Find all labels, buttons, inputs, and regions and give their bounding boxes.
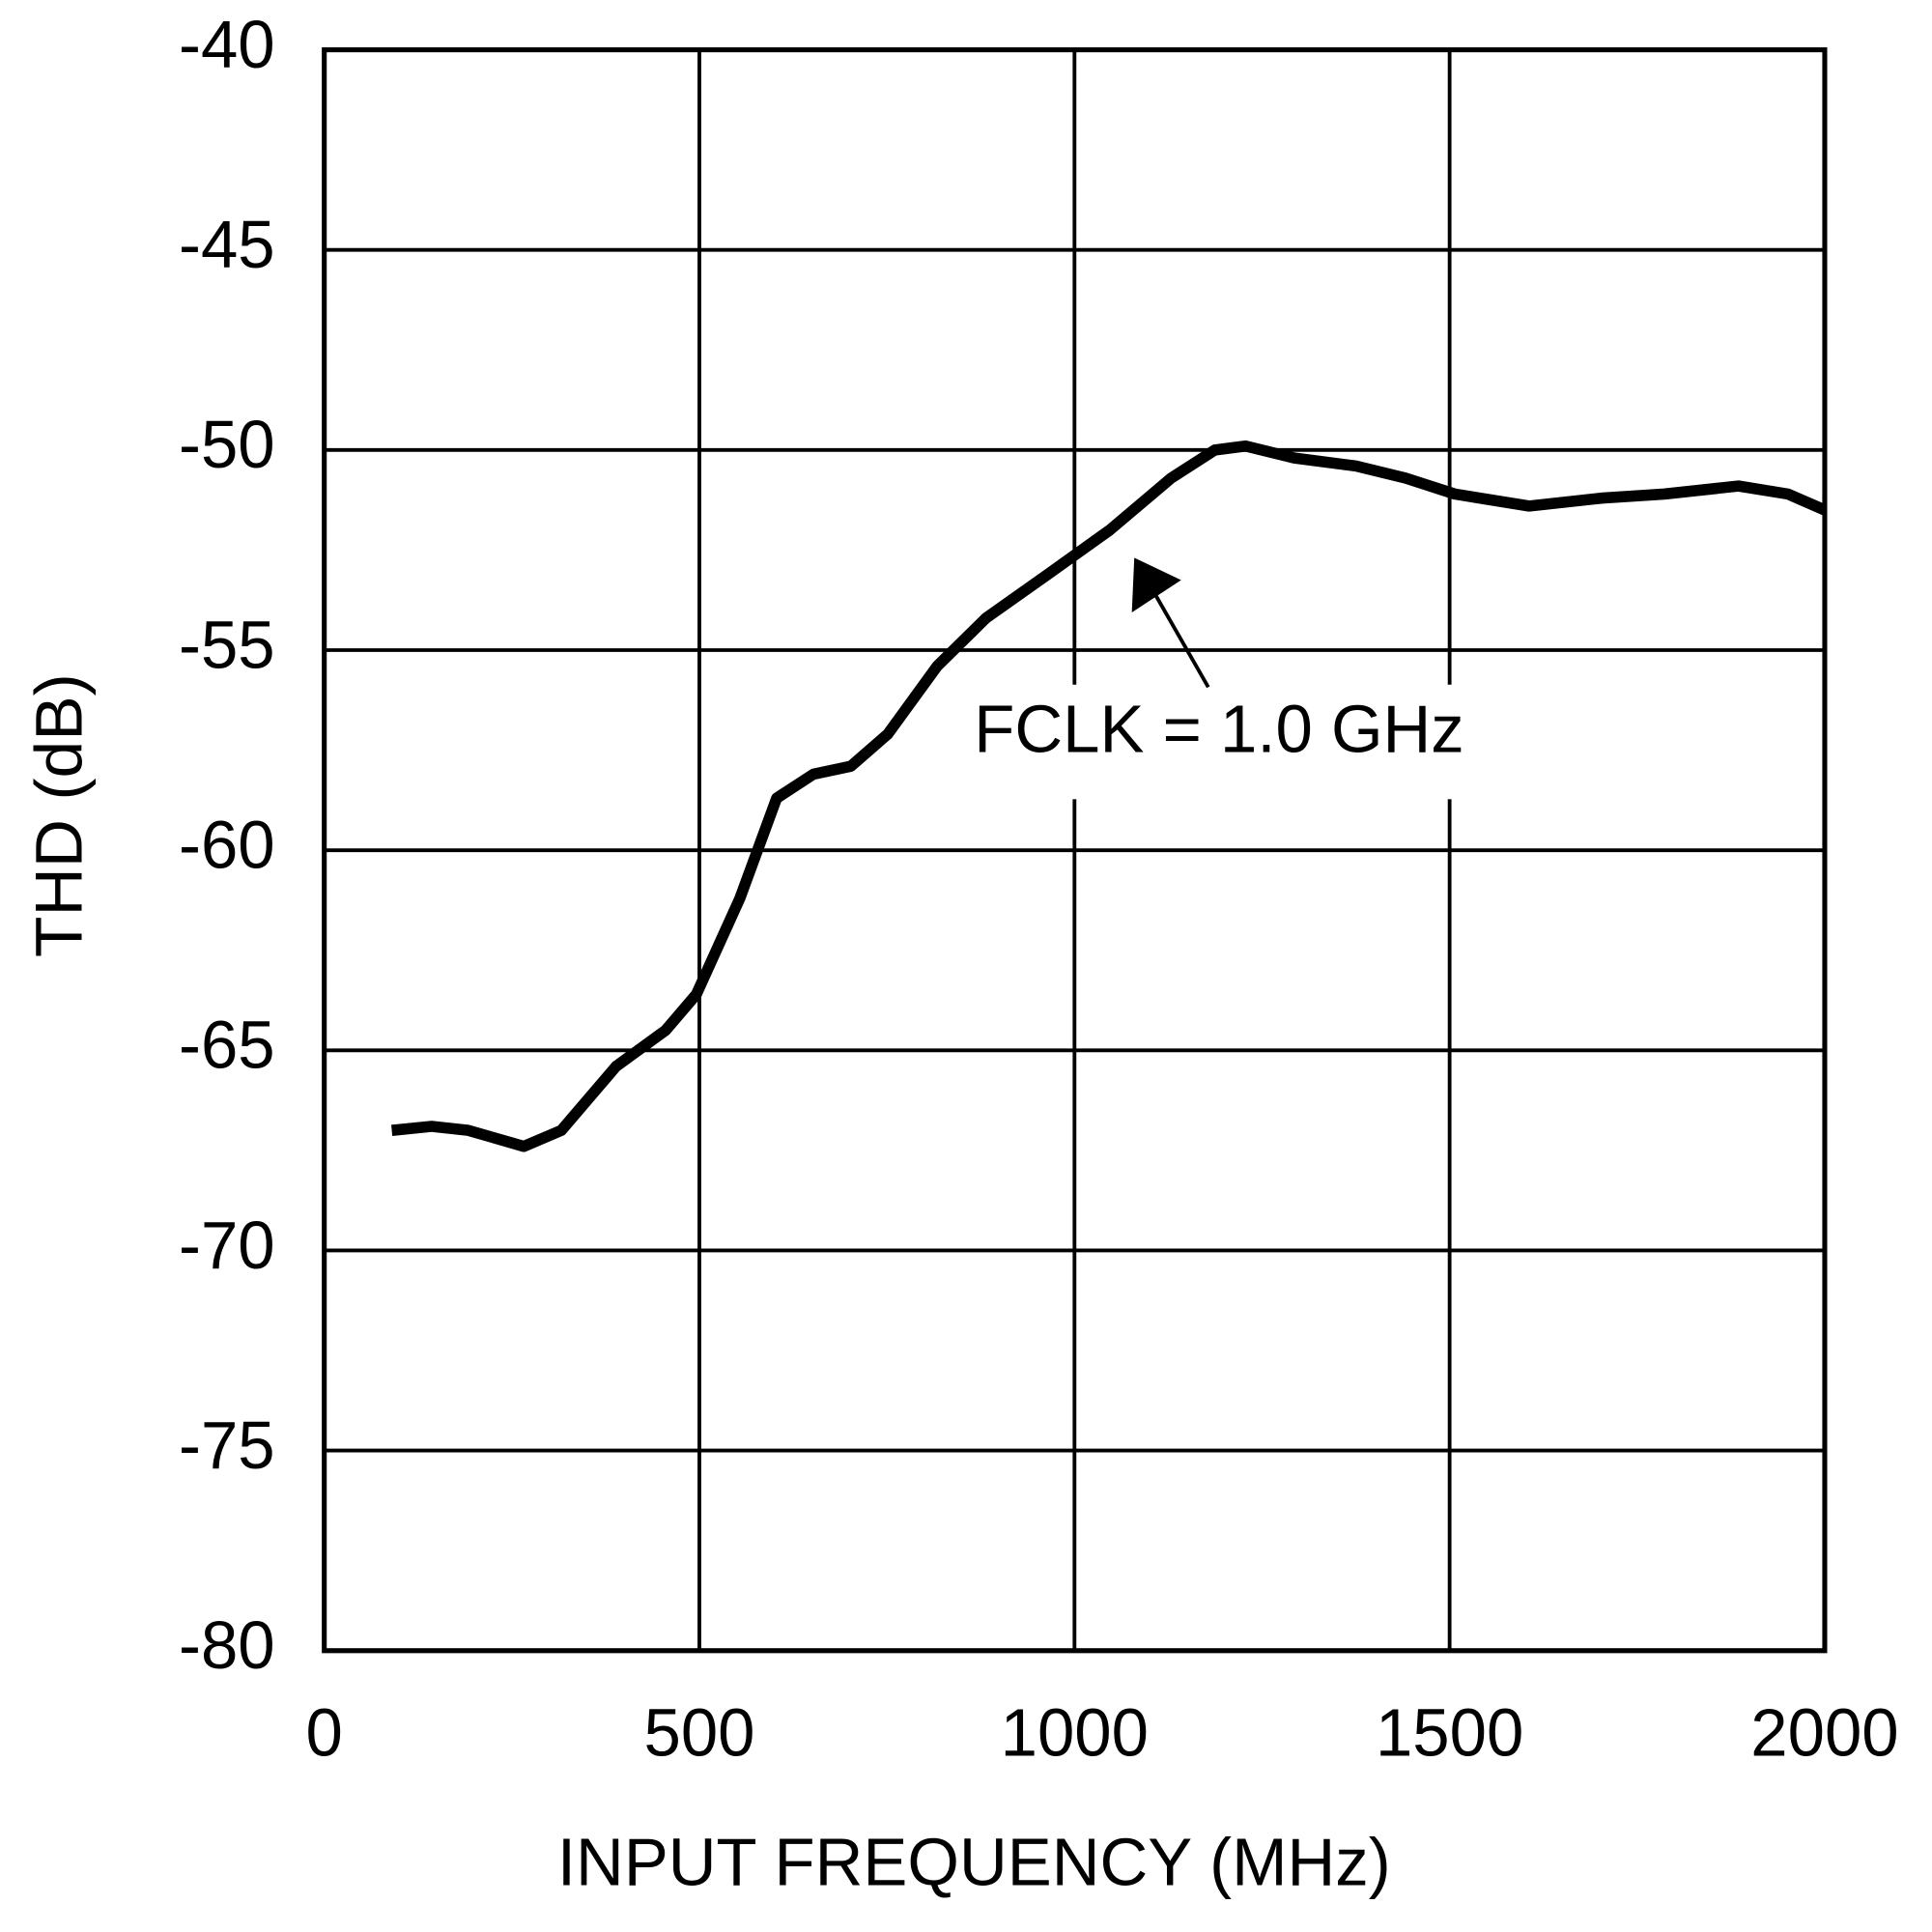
x-tick-label: 0 <box>306 1694 343 1770</box>
x-tick-label: 500 <box>643 1694 754 1770</box>
annotation-background <box>961 684 1622 800</box>
y-tick-label: -55 <box>179 607 275 682</box>
y-tick-label: -40 <box>179 7 275 82</box>
x-tick-label: 1000 <box>1001 1694 1149 1770</box>
y-axis-label: THD (dB) <box>21 673 97 957</box>
data-line <box>391 440 1828 1152</box>
y-tick-label: -65 <box>179 1007 275 1082</box>
plot-frame <box>322 46 1828 1654</box>
x-axis-label: INPUT FREQUENCY (MHz) <box>557 1824 1391 1899</box>
annotation-arrowhead <box>1131 557 1181 613</box>
annotation: FCLK = 1.0 GHz <box>974 691 1463 766</box>
y-tick-label: -75 <box>179 1407 275 1483</box>
y-tick-label: -45 <box>179 207 275 282</box>
y-tick-label: -50 <box>179 407 275 482</box>
y-tick-label: -80 <box>179 1607 275 1683</box>
y-tick-label: -60 <box>179 807 275 882</box>
y-tick-label: -70 <box>179 1208 275 1283</box>
x-tick-label: 1500 <box>1376 1694 1523 1770</box>
x-tick-label: 2000 <box>1750 1694 1898 1770</box>
